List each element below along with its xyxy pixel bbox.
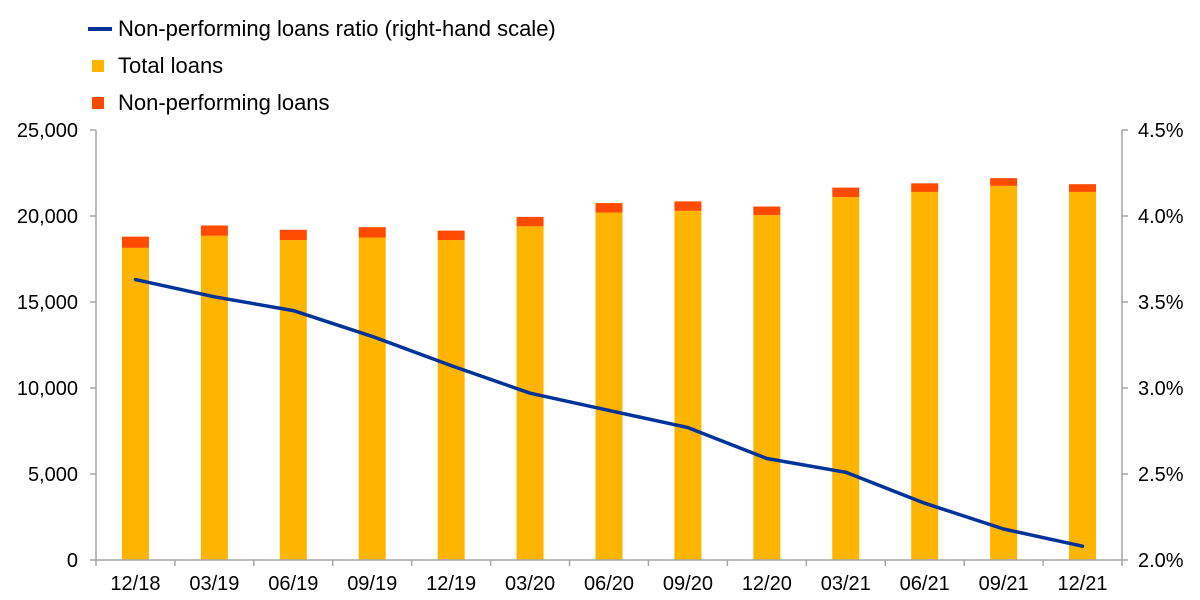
bar-total-loans-3 (279, 240, 307, 560)
bar-npl-13 (1069, 184, 1097, 192)
right-y-tick-label: 3.5% (1138, 292, 1184, 314)
chart-legend: Non-performing loans ratio (right-hand s… (88, 10, 556, 121)
bar-npl-3 (279, 229, 307, 241)
bar-npl-9 (753, 206, 781, 216)
x-tick-label: 12/21 (1058, 573, 1108, 595)
bar-total-loans-8 (674, 210, 702, 560)
legend-swatch-npl-ratio (88, 26, 112, 31)
bar-npl-7 (595, 203, 623, 213)
bar-npl-8 (674, 201, 702, 211)
legend-label-npl: Non-performing loans (118, 89, 330, 115)
bar-npl-12 (990, 178, 1018, 186)
bar-npl-6 (516, 216, 544, 227)
bar-total-loans-9 (753, 215, 781, 560)
x-tick-label: 03/21 (821, 573, 871, 595)
left-y-tick-label: 25,000 (17, 120, 78, 142)
legend-swatch-total-loans (92, 59, 104, 72)
bar-npl-2 (200, 225, 228, 236)
x-tick-label: 09/20 (663, 573, 713, 595)
bar-npl-11 (911, 183, 939, 192)
x-tick-label: 03/20 (505, 573, 555, 595)
left-y-tick-label: 0 (67, 550, 78, 572)
legend-item-total-loans: Total loans (88, 47, 556, 84)
bar-npl-10 (832, 187, 860, 198)
bar-total-loans-10 (832, 197, 860, 560)
bar-npl-4 (358, 227, 386, 238)
bar-total-loans-5 (437, 240, 465, 560)
x-tick-label: 12/20 (742, 573, 792, 595)
right-y-tick-label: 2.5% (1138, 464, 1184, 486)
left-y-tick-label: 20,000 (17, 206, 78, 228)
left-y-tick-label: 5,000 (28, 464, 78, 486)
x-tick-label: 06/20 (584, 573, 634, 595)
bar-npl-1 (121, 236, 149, 248)
bar-npl-5 (437, 230, 465, 241)
left-y-tick-label: 15,000 (17, 292, 78, 314)
right-y-tick-label: 4.5% (1138, 120, 1184, 142)
bar-total-loans-4 (358, 237, 386, 560)
legend-label-total-loans: Total loans (118, 52, 224, 78)
bar-total-loans-1 (121, 247, 149, 560)
right-y-tick-label: 2.0% (1138, 550, 1184, 572)
bar-total-loans-13 (1069, 191, 1097, 561)
right-y-tick-label: 4.0% (1138, 206, 1184, 228)
legend-item-npl: Non-performing loans (88, 84, 556, 121)
left-y-tick-label: 10,000 (17, 378, 78, 400)
x-tick-label: 06/21 (900, 573, 950, 595)
x-tick-label: 12/19 (426, 573, 476, 595)
legend-label-npl-ratio: Non-performing loans ratio (right-hand s… (118, 15, 556, 41)
legend-swatch-npl (92, 96, 104, 109)
x-tick-label: 09/21 (979, 573, 1029, 595)
legend-item-npl-ratio: Non-performing loans ratio (right-hand s… (88, 10, 556, 47)
x-tick-label: 03/19 (189, 573, 239, 595)
right-y-tick-label: 3.0% (1138, 378, 1184, 400)
bar-total-loans-12 (990, 185, 1018, 560)
x-tick-label: 09/19 (347, 573, 397, 595)
bar-total-loans-2 (200, 235, 228, 560)
x-tick-label: 06/19 (268, 573, 318, 595)
x-tick-label: 12/18 (110, 573, 160, 595)
bar-total-loans-7 (595, 212, 623, 560)
